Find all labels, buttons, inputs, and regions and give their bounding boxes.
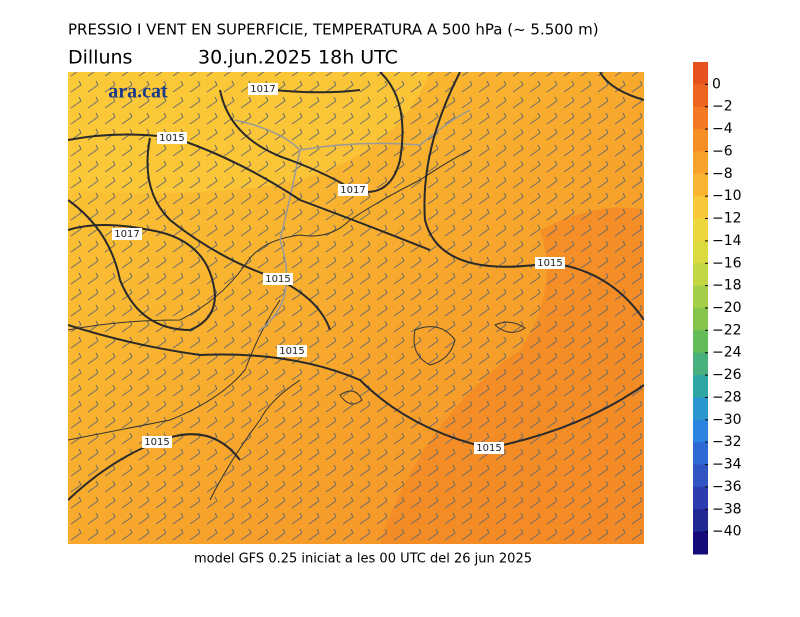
- isobar-label-box: [277, 345, 307, 357]
- wind-barbs: [68, 72, 644, 544]
- colorbar-label: −24: [712, 345, 742, 361]
- colorbar-label: −38: [712, 501, 742, 517]
- isobar-label-box: [338, 184, 368, 196]
- isobar: [68, 324, 644, 450]
- colorbar-label: −22: [712, 322, 742, 338]
- colorbar-label: 0: [712, 76, 721, 92]
- colorbar-label: −16: [712, 255, 742, 271]
- isobar: [599, 72, 644, 101]
- colorbar-label: −4: [712, 121, 733, 137]
- color-band: [693, 129, 708, 152]
- colorbar-label: −40: [712, 524, 742, 540]
- color-band: [693, 375, 708, 398]
- color-band: [693, 106, 708, 130]
- logo: ara.cat: [108, 81, 168, 103]
- isobar-label: 1017: [114, 229, 139, 240]
- colorbar-label: −36: [712, 479, 742, 495]
- isobar: [68, 133, 431, 251]
- color-band: [693, 173, 708, 197]
- isobar-label-box: [474, 442, 504, 454]
- color-band: [693, 151, 708, 175]
- color-band: [693, 531, 708, 555]
- islands: [339, 321, 526, 405]
- isobar-label: 1015: [144, 437, 169, 448]
- isobar-label: 1017: [340, 185, 365, 196]
- color-band: [693, 464, 708, 488]
- color-band: [693, 84, 708, 108]
- isobar-label-box: [535, 257, 565, 269]
- isobar-label-box: [157, 132, 187, 144]
- color-band: [693, 419, 708, 443]
- title: PRESSIO I VENT EN SUPERFICIE, TEMPERATUR…: [68, 21, 599, 39]
- coastline: [68, 149, 471, 501]
- color-band: [693, 486, 708, 510]
- colorbar-label: −6: [712, 143, 733, 159]
- colorbar-label: −20: [712, 300, 742, 316]
- border: [234, 109, 471, 331]
- isobar-label-box: [263, 273, 293, 285]
- color-band: [693, 196, 708, 220]
- isobar-label: 1017: [250, 84, 275, 95]
- colorbar-label: −14: [712, 233, 742, 249]
- day: Dilluns: [68, 47, 132, 69]
- colorbar-label: −8: [712, 166, 733, 182]
- color-band: [693, 442, 708, 466]
- date: 30.jun.2025 18h UTC: [198, 47, 398, 69]
- color-band: [693, 330, 708, 354]
- isobar: [146, 137, 331, 331]
- isobar-label-box: [112, 228, 142, 240]
- colorbar-label: −26: [712, 367, 742, 383]
- color-band: [693, 308, 708, 331]
- colorbar-label: −10: [712, 188, 742, 204]
- colorbar-label: −28: [712, 389, 742, 405]
- color-band: [693, 218, 708, 242]
- color-band: [693, 240, 708, 264]
- colorbar-label: −32: [712, 434, 742, 450]
- color-band: [693, 509, 708, 533]
- isobar-label: 1015: [279, 346, 304, 357]
- colorbar-label: −34: [712, 457, 742, 473]
- map: ara.cat: [68, 72, 644, 544]
- color-band: [693, 62, 708, 85]
- color-band: [693, 352, 708, 376]
- footer: model GFS 0.25 iniciat a les 00 UTC del …: [194, 552, 532, 567]
- colorbar-label: −18: [712, 278, 742, 294]
- isobar-label: 1015: [159, 133, 184, 144]
- isobar-label-box: [248, 83, 278, 95]
- color-band: [693, 397, 708, 421]
- color-band: [693, 263, 708, 287]
- color-band: [693, 285, 708, 309]
- isobar: [423, 72, 644, 321]
- isobar-label-box: [142, 436, 172, 448]
- isobar-label: 1015: [537, 258, 562, 269]
- colorbar-label: −2: [712, 99, 733, 115]
- isobar-label: 1015: [476, 443, 501, 454]
- colorbar-label: −30: [712, 412, 742, 428]
- isobar-label: 1015: [265, 274, 290, 285]
- colorbar-label: −12: [712, 211, 742, 227]
